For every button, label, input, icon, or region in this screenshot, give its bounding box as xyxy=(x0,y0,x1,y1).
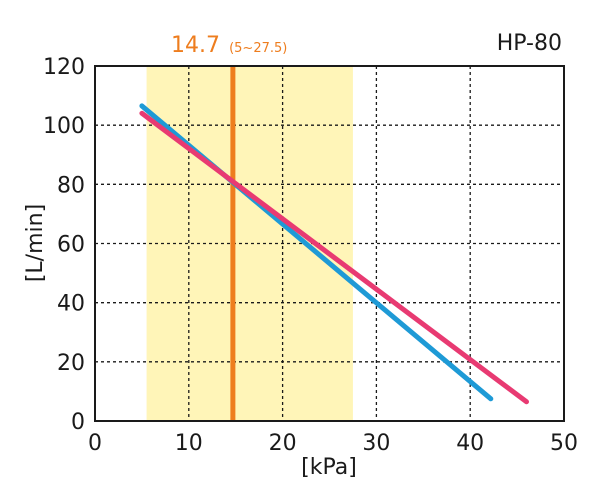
y-tick-label: 120 xyxy=(43,55,85,80)
x-tick-labels: 0 10 20 30 40 50 xyxy=(88,431,578,456)
rated-range-label: (5~27.5) xyxy=(229,41,287,56)
y-tick-label: 20 xyxy=(57,351,85,376)
y-tick-label: 100 xyxy=(43,114,85,139)
y-axis-label: [L/min] xyxy=(23,204,48,282)
x-tick-label: 10 xyxy=(175,431,203,456)
y-tick-label: 60 xyxy=(57,233,85,258)
x-tick-label: 20 xyxy=(269,431,297,456)
series-line-2 xyxy=(139,110,529,405)
x-tick-label: 50 xyxy=(550,431,578,456)
series-layer xyxy=(139,103,529,405)
y-tick-label: 80 xyxy=(57,173,85,198)
x-axis-label: [kPa] xyxy=(301,455,357,480)
x-tick-label: 40 xyxy=(456,431,484,456)
x-tick-label: 30 xyxy=(362,431,390,456)
operating-range-band xyxy=(146,66,353,421)
y-tick-label: 0 xyxy=(71,410,85,435)
rated-point-annotation: 14.7 (5~27.5) xyxy=(171,33,287,58)
y-tick-labels: 0 20 40 60 80 100 120 xyxy=(43,55,85,435)
plot-frame xyxy=(94,65,565,422)
y-tick-label: 40 xyxy=(57,292,85,317)
x-tick-label: 0 xyxy=(88,431,102,456)
rated-value-label: 14.7 xyxy=(171,33,220,58)
model-label: HP-80 xyxy=(497,31,562,56)
operating-range-layer xyxy=(146,66,353,421)
